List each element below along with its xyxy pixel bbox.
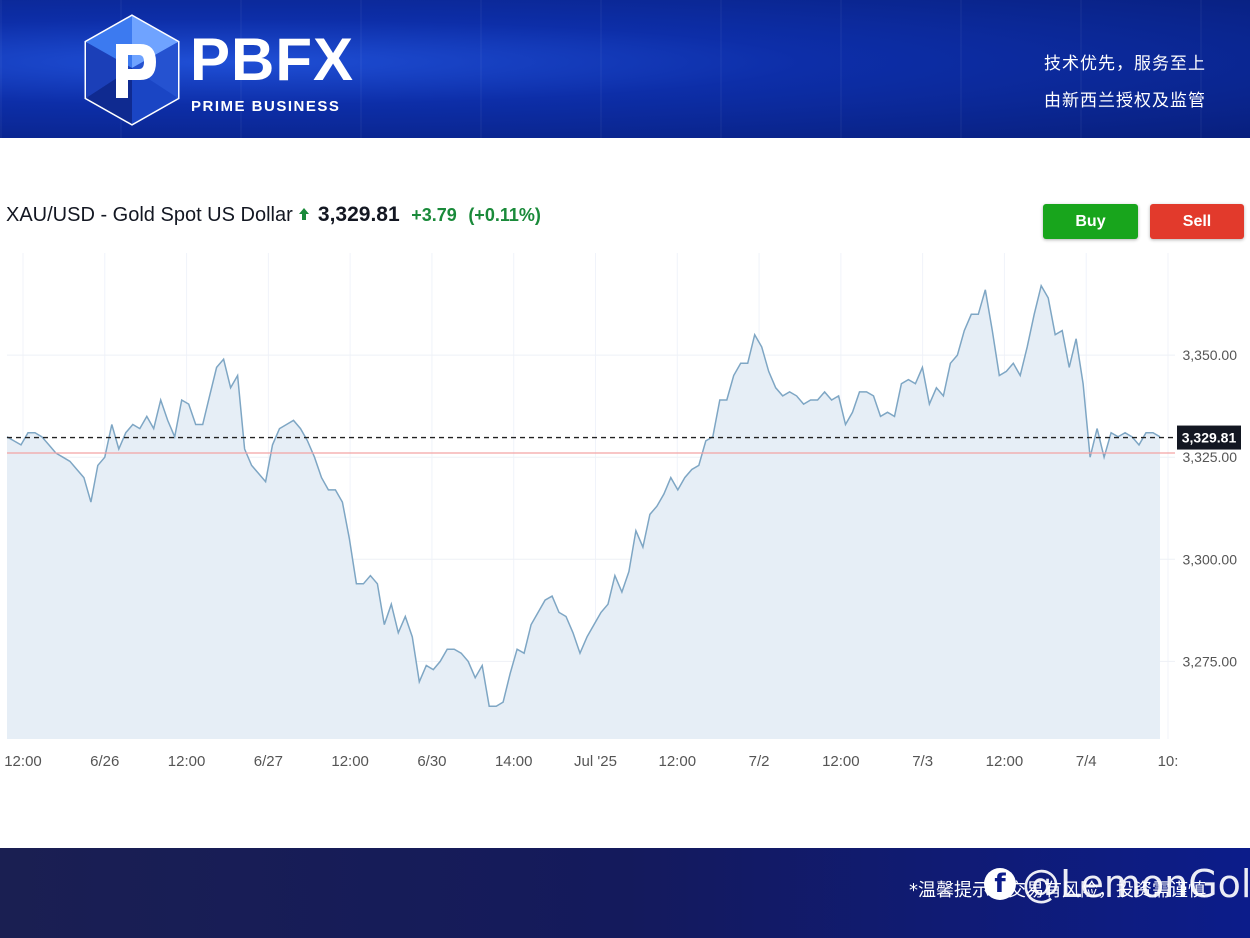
y-tick-label: 3,350.00 (1183, 347, 1238, 363)
price-area (7, 285, 1160, 739)
x-tick-label: 12:00 (822, 753, 860, 770)
price-change-percent: (+0.11%) (468, 205, 541, 225)
x-tick-label: 12:00 (4, 753, 42, 770)
sell-button[interactable]: Sell (1150, 204, 1244, 239)
watermark: f @LemonGold (984, 862, 1250, 906)
watermark-text: @LemonGold (1022, 862, 1250, 906)
x-tick-label: 6/27 (254, 753, 283, 770)
x-tick-label: 6/30 (417, 753, 446, 770)
x-tick-label: 6/26 (90, 753, 119, 770)
y-tick-label: 3,275.00 (1183, 653, 1238, 669)
risk-warning: *温馨提示：交易有风险，投资需谨慎 (909, 880, 1206, 901)
last-price-label: 3,329.81 (1182, 430, 1237, 446)
x-tick-label: 12:00 (168, 753, 206, 770)
header-banner: PBFX PRIME BUSINESS 技术优先，服务至上 由新西兰授权及监管 (0, 0, 1250, 138)
pbfx-logo-icon (82, 14, 182, 131)
facebook-icon: f (984, 868, 1016, 900)
x-tick-label: 14:00 (495, 753, 533, 770)
tagline-line-1: 技术优先，服务至上 (1044, 54, 1206, 74)
x-tick-label: 7/4 (1076, 753, 1097, 770)
arrow-up-icon (298, 204, 312, 227)
price-chart[interactable]: 12:00 6/26 12:00 6/27 12:00 6/30 14:00 Jul '25 1… (0, 245, 1250, 775)
price-line (6, 283, 1161, 708)
brand-subtitle: PRIME BUSINESS (191, 98, 341, 115)
x-tick-label: 10: (1158, 753, 1179, 770)
banner-pattern (0, 0, 1250, 138)
footer-banner (0, 848, 1250, 938)
brand-name: PBFX (190, 26, 355, 93)
x-tick-label: 12:00 (659, 753, 697, 770)
tagline-line-2: 由新西兰授权及监管 (1044, 91, 1206, 111)
x-tick-label: Jul '25 (574, 753, 617, 770)
x-tick-label: 7/3 (912, 753, 933, 770)
y-tick-label: 3,325.00 (1183, 449, 1238, 465)
x-tick-label: 12:00 (331, 753, 369, 770)
current-price: 3,329.81 (317, 203, 400, 226)
buy-button[interactable]: Buy (1043, 204, 1138, 239)
price-change: +3.79 (411, 205, 457, 225)
y-tick-label: 3,300.00 (1183, 551, 1238, 567)
symbol-name: XAU/USD - Gold Spot US Dollar (6, 204, 293, 226)
quote-header: XAU/USD - Gold Spot US Dollar 3,329.81 +… (6, 203, 541, 227)
last-price-badge (1177, 425, 1241, 450)
x-tick-label: 7/2 (749, 753, 770, 770)
x-tick-label: 12:00 (986, 753, 1024, 770)
